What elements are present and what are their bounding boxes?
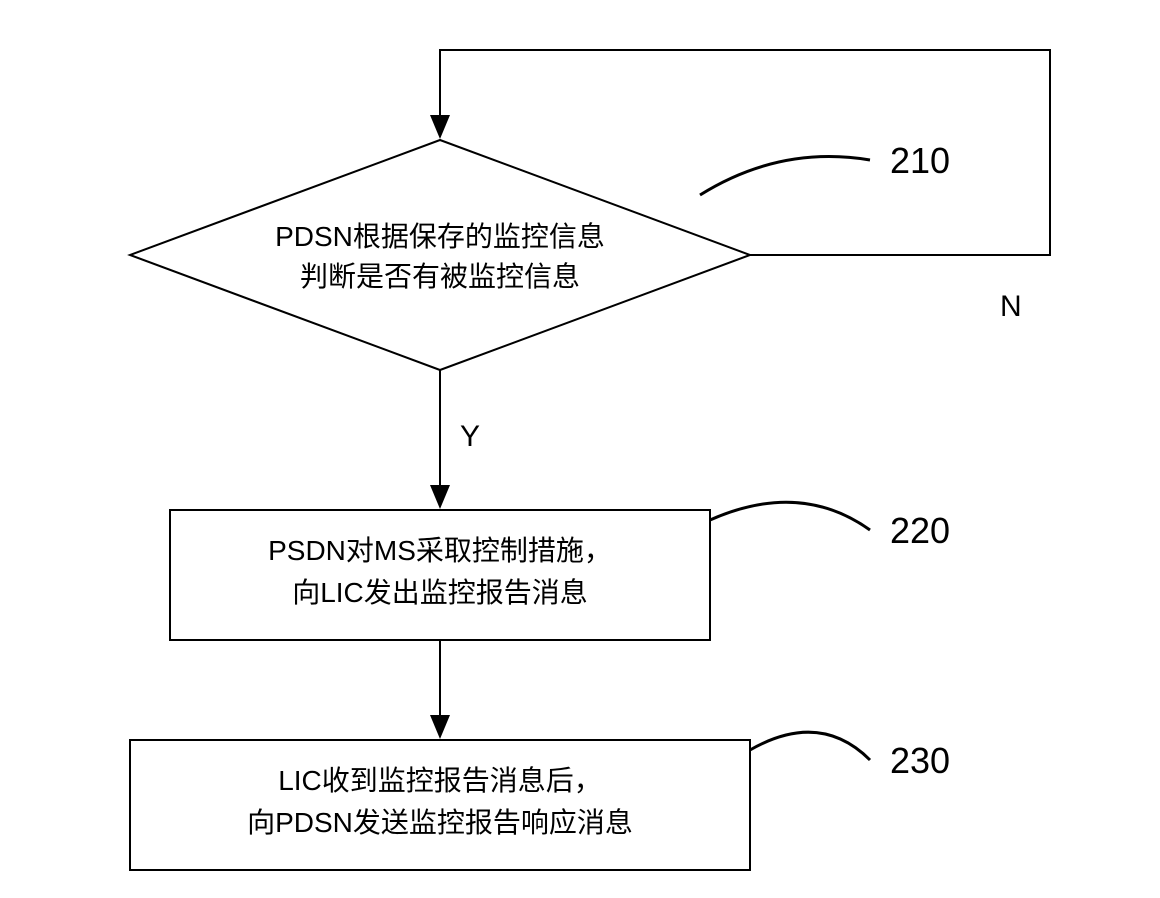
ref-210: 210 [890,140,950,182]
decision-text: PDSN根据保存的监控信息 判断是否有被监控信息 [230,215,650,295]
step2-text: LIC收到监控报告消息后， 向PDSN发送监控报告响应消息 [130,760,750,844]
flowchart-container: PDSN根据保存的监控信息 判断是否有被监控信息 PSDN对MS采取控制措施， … [0,0,1160,898]
step2-line1: LIC收到监控报告消息后， [130,760,750,802]
no-label: N [1000,290,1022,324]
decision-line1: PDSN根据保存的监控信息 [230,215,650,255]
ref-connector-230 [750,732,870,760]
decision-line2: 判断是否有被监控信息 [230,255,650,295]
step2-line2: 向PDSN发送监控报告响应消息 [130,802,750,844]
step1-line1: PSDN对MS采取控制措施， [170,530,710,572]
ref-230: 230 [890,740,950,782]
ref-connector-220 [710,502,870,530]
yes-label: Y [460,420,480,454]
step1-line2: 向LIC发出监控报告消息 [170,572,710,614]
ref-220: 220 [890,510,950,552]
step1-text: PSDN对MS采取控制措施， 向LIC发出监控报告消息 [170,530,710,614]
ref-connector-210 [700,157,870,195]
